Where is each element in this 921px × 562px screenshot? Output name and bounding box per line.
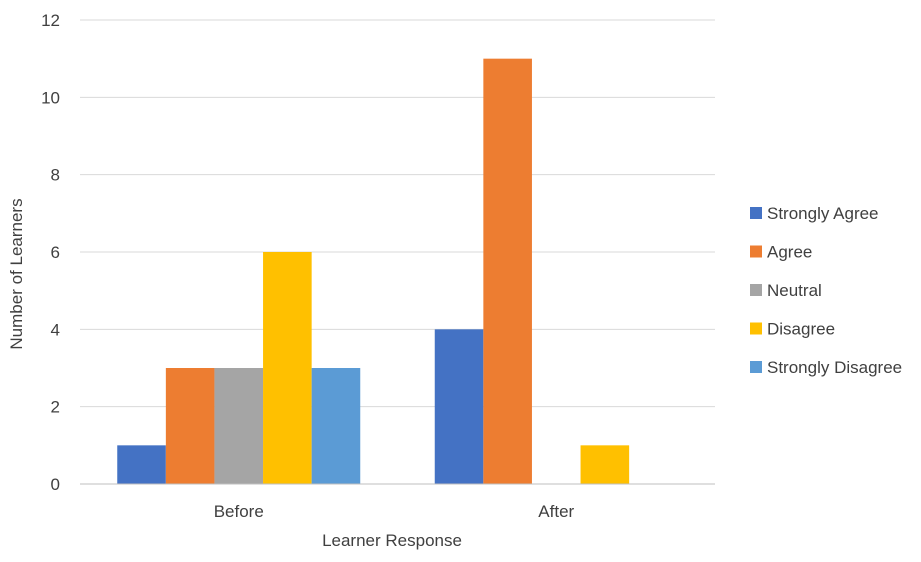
- bar-before-agree: [165, 368, 215, 484]
- gridlines: [80, 19, 715, 408]
- y-tick-label: 2: [51, 398, 60, 417]
- y-axis-title: Number of Learners: [7, 198, 26, 349]
- bar-before-strongly-disagree: [311, 368, 361, 484]
- x-tick-label: After: [538, 502, 574, 521]
- legend-label: Strongly Agree: [767, 204, 879, 223]
- legend-label: Agree: [767, 243, 812, 262]
- bar-before-disagree: [263, 252, 312, 484]
- legend-swatch: [750, 284, 762, 296]
- y-tick-label: 10: [41, 88, 60, 107]
- y-tick-label: 4: [51, 320, 60, 339]
- axes: 0 2 4 6 8 10 12 Before After: [41, 11, 715, 521]
- bars: [117, 58, 630, 485]
- legend-swatch: [750, 361, 762, 373]
- y-tick-label: 6: [51, 243, 60, 262]
- legend-swatch: [750, 207, 762, 219]
- legend-label: Neutral: [767, 281, 822, 300]
- x-axis-title: Learner Response: [322, 531, 462, 550]
- legend: Strongly Agree Agree Neutral Disagree Strong…: [750, 204, 902, 377]
- legend-label: Disagree: [767, 320, 835, 339]
- bar-before-neutral: [214, 368, 264, 484]
- legend-swatch: [750, 245, 762, 258]
- bar-before-strongly-agree: [117, 445, 166, 484]
- x-tick-label: Before: [214, 502, 264, 521]
- bar-after-agree: [483, 58, 532, 485]
- bar-after-disagree: [580, 445, 630, 484]
- y-tick-label: 12: [41, 11, 60, 30]
- y-tick-label: 0: [51, 475, 60, 494]
- y-tick-label: 8: [51, 166, 60, 185]
- bar-after-strongly-agree: [434, 329, 484, 484]
- legend-label: Strongly Disagree: [767, 358, 902, 377]
- legend-swatch: [750, 322, 762, 335]
